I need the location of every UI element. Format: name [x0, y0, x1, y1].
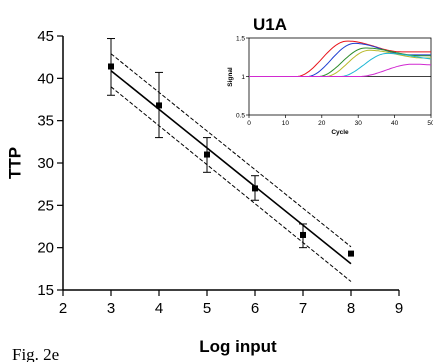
amplification-curve — [249, 63, 432, 77]
y-tick-label: 15 — [37, 282, 54, 299]
x-tick-label: 2 — [59, 300, 67, 317]
y-tick-label: 40 — [37, 70, 54, 87]
x-tick-label: 3 — [107, 300, 115, 317]
data-point — [108, 63, 114, 70]
x-tick-label: 9 — [395, 300, 403, 317]
data-point — [156, 102, 162, 109]
figure-caption: Fig. 2e — [12, 345, 59, 362]
data-point — [348, 250, 354, 257]
data-point — [300, 231, 306, 238]
x-tick-label: 6 — [251, 300, 259, 317]
inset-x-tick-label: 30 — [355, 120, 363, 127]
inset-y-tick-label: 0.5 — [236, 113, 245, 120]
x-axis-title: Log input — [199, 337, 277, 356]
inset-x-tick-label: 0 — [247, 120, 251, 127]
y-ticks: 15 20 25 30 35 40 45 — [37, 28, 63, 299]
y-axis-title: TTP — [5, 147, 24, 179]
y-tick-label: 30 — [37, 155, 54, 172]
fit-line — [110, 70, 352, 265]
confidence-bands — [110, 53, 352, 282]
x-ticks: 2 3 4 5 6 7 8 9 — [59, 290, 403, 317]
regression-line — [110, 70, 352, 265]
y-tick-label: 20 — [37, 240, 54, 257]
y-tick-label: 35 — [37, 113, 54, 130]
x-tick-label: 4 — [155, 300, 163, 317]
confidence-lower-line — [110, 86, 352, 282]
amplification-curves — [249, 40, 432, 77]
inset-chart: 0.5 1 1.5 0 10 20 30 40 50 U1A Signal Cycle — [227, 15, 433, 136]
data-points — [108, 63, 354, 257]
inset-y-ticks: 0.5 1 1.5 — [236, 36, 249, 120]
data-point — [204, 151, 210, 158]
inset-x-tick-label: 10 — [282, 120, 290, 127]
inset-y-tick-label: 1.5 — [236, 36, 245, 43]
data-point — [252, 185, 258, 192]
inset-x-tick-label: 40 — [391, 120, 399, 127]
inset-y-tick-label: 1 — [241, 74, 245, 81]
confidence-upper-line — [110, 53, 352, 248]
inset-x-axis-title: Cycle — [331, 129, 349, 136]
x-tick-label: 5 — [203, 300, 211, 317]
y-tick-label: 45 — [37, 28, 54, 45]
inset-x-ticks: 0 10 20 30 40 50 — [247, 115, 433, 127]
inset-title: U1A — [253, 15, 287, 34]
inset-x-tick-label: 50 — [427, 120, 433, 127]
x-tick-label: 7 — [299, 300, 307, 317]
x-tick-label: 8 — [347, 300, 355, 317]
inset-y-axis-title: Signal — [227, 67, 234, 87]
inset-x-tick-label: 20 — [318, 120, 326, 127]
y-tick-label: 25 — [37, 197, 54, 214]
